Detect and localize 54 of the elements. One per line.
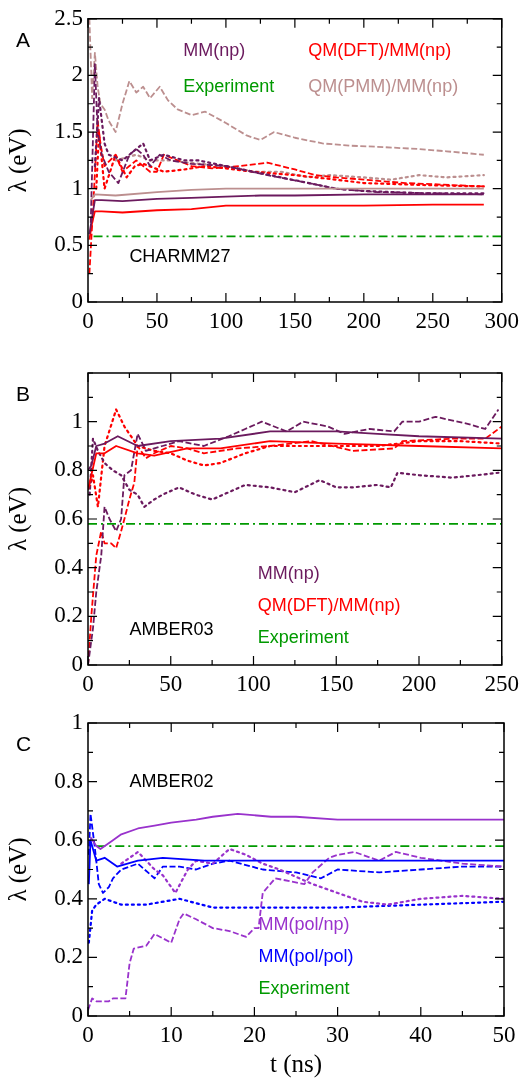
x-tick-label: 50 — [145, 307, 169, 333]
y-tick-label: 0 — [71, 1002, 83, 1028]
x-tick-label: 50 — [492, 1021, 516, 1047]
text: MM(pol/np) — [258, 913, 350, 934]
annotation: CHARMM27 — [129, 245, 231, 266]
x-tick-label: 40 — [409, 1021, 433, 1047]
text: C — [16, 731, 32, 755]
x-tick-label: 150 — [277, 307, 313, 333]
y-tick-label: 0.6 — [54, 505, 83, 531]
y-tick-label: 0.6 — [54, 826, 83, 852]
annotation: AMBER03 — [129, 618, 214, 639]
text: QM(DFT)/MM(np) — [308, 39, 452, 60]
y-tick-label: 0.8 — [54, 456, 83, 482]
text: Experiment — [258, 977, 350, 998]
y-axis-title: λ (eV) — [3, 837, 32, 902]
x-tick-label: 300 — [484, 307, 519, 333]
x-tick-label: 20 — [242, 1021, 266, 1047]
x-tick-label: 50 — [159, 670, 183, 696]
y-axis-title: λ (eV) — [3, 486, 32, 552]
text: A — [16, 27, 31, 51]
x-tick-label: 30 — [326, 1021, 350, 1047]
y-axis-title: λ (eV) — [3, 128, 32, 193]
y-tick-label: 1 — [71, 709, 83, 735]
text: Experiment — [183, 75, 275, 96]
y-tick-label: 0.4 — [54, 553, 84, 579]
x-tick-label: 150 — [319, 670, 354, 696]
x-tick-label: 10 — [159, 1021, 183, 1047]
x-tick-label: 200 — [401, 670, 437, 696]
text: MM(pol/pol) — [258, 945, 354, 966]
text: B — [16, 381, 31, 405]
y-tick-label: 2 — [71, 61, 83, 87]
text: Experiment — [257, 626, 349, 647]
x-tick-label: 250 — [484, 670, 519, 696]
y-tick-label: 0.2 — [54, 943, 83, 969]
x-tick-label: 100 — [208, 307, 244, 333]
x-tick-label: 100 — [236, 670, 271, 696]
text: QM(PMM)/MM(np) — [308, 75, 459, 96]
text: QM(DFT)/MM(np) — [257, 594, 401, 615]
y-tick-label: 0.4 — [54, 884, 84, 910]
y-tick-label: 0 — [71, 288, 83, 314]
text: MM(np) — [183, 39, 246, 60]
annotation: AMBER02 — [129, 770, 214, 791]
y-tick-label: 2.5 — [54, 4, 83, 30]
y-tick-label: 1 — [71, 174, 83, 200]
y-tick-label: 1.5 — [54, 118, 83, 144]
y-tick-label: 0 — [71, 651, 83, 677]
x-axis-title: t (ns) — [269, 1049, 323, 1078]
y-tick-label: 0.5 — [54, 231, 83, 257]
y-tick-label: 0.2 — [54, 602, 83, 628]
text: MM(np) — [257, 562, 320, 583]
y-tick-label: 1 — [71, 407, 83, 433]
x-tick-label: 200 — [346, 307, 382, 333]
x-tick-label: 250 — [415, 307, 451, 333]
y-tick-label: 0.8 — [54, 767, 83, 793]
